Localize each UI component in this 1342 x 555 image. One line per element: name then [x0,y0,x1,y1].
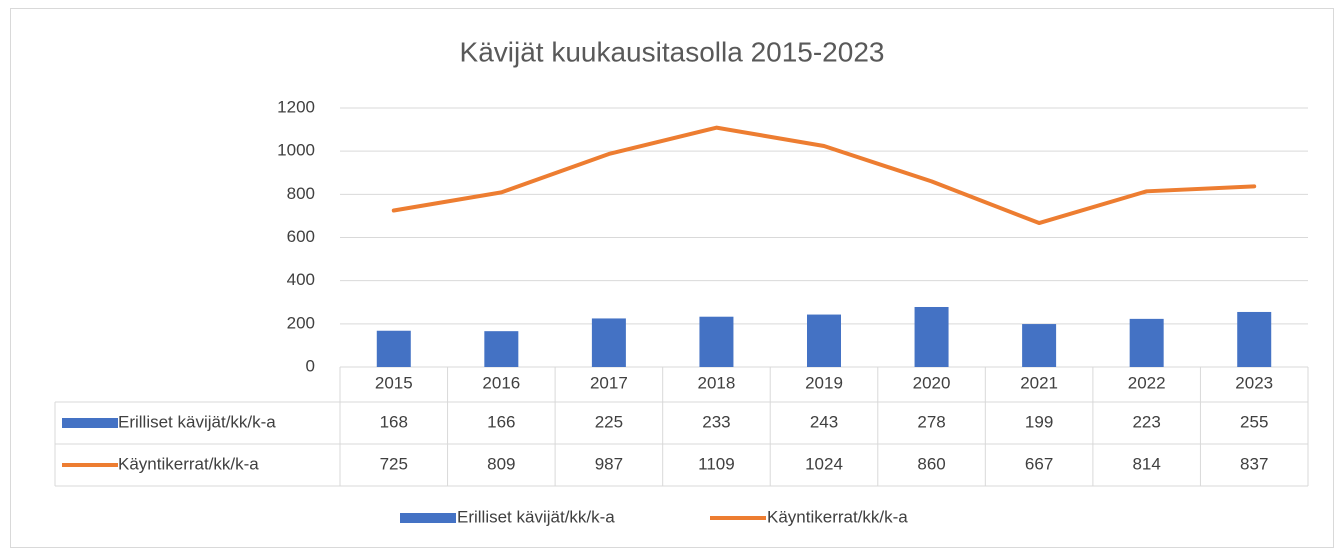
table-cell: 243 [810,412,838,431]
table-cell: 1024 [805,454,843,473]
x-tick-label: 2020 [913,373,951,392]
y-tick-label: 0 [306,356,315,375]
legend-key [400,513,456,523]
x-tick-label: 2019 [805,373,843,392]
bar [591,318,626,367]
table-cell: 814 [1132,454,1160,473]
table-row-label: Käyntikerrat/kk/k-a [118,454,259,473]
table-cell: 166 [487,412,515,431]
x-tick-label: 2017 [590,373,628,392]
y-tick-label: 600 [287,227,315,246]
line [391,125,1257,226]
table-cell: 837 [1240,454,1268,473]
table-cell: 987 [595,454,623,473]
table-cell: 278 [917,412,945,431]
table-cell: 667 [1025,454,1053,473]
x-tick-label: 2016 [482,373,520,392]
bar [699,316,734,367]
y-tick-label: 200 [287,313,315,332]
table-cell: 255 [1240,412,1268,431]
table-cell: 725 [380,454,408,473]
x-tick-label: 2018 [698,373,736,392]
y-tick-label: 400 [287,270,315,289]
table-cell: 225 [595,412,623,431]
table-row-label: Erilliset kävijät/kk/k-a [118,412,276,431]
x-tick-label: 2023 [1235,373,1273,392]
chart-border [10,8,1334,548]
chart-title: Kävijät kuukausitasolla 2015-2023 [460,36,885,67]
bar [376,330,411,367]
table-cell: 1109 [698,454,735,473]
bar [914,306,949,367]
bar [807,314,841,367]
table-cell: 199 [1025,412,1053,431]
bar [484,331,519,367]
y-tick-label: 1000 [277,141,315,160]
legend-label: Käyntikerrat/kk/k-a [767,507,908,526]
table-legend-key [62,418,118,428]
table-cell: 168 [380,412,408,431]
table-cell: 223 [1132,412,1160,431]
table-cell: 233 [702,412,730,431]
bar [1129,318,1164,367]
bar [1237,311,1272,367]
x-tick-label: 2015 [375,373,413,392]
y-tick-label: 800 [287,184,315,203]
legend-label: Erilliset kävijät/kk/k-a [457,507,615,526]
x-tick-label: 2022 [1128,373,1166,392]
bar [1022,324,1057,367]
x-tick-label: 2021 [1020,373,1058,392]
table-cell: 860 [917,454,945,473]
y-tick-label: 1200 [277,97,315,116]
table-cell: 809 [487,454,515,473]
